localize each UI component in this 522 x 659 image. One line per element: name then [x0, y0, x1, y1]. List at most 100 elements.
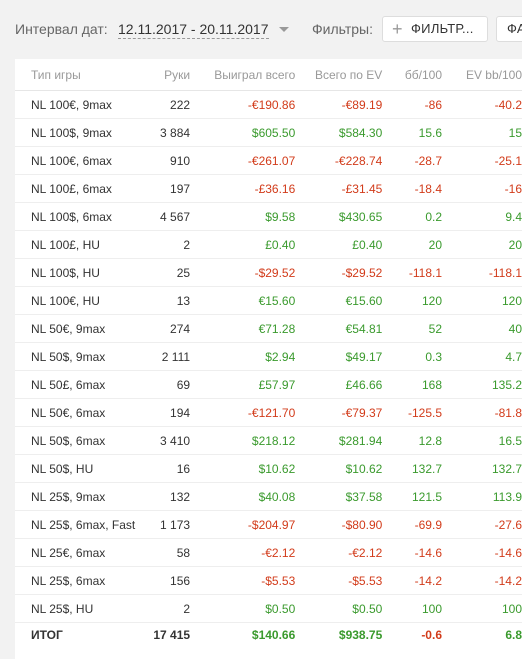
hands-cell: 274 [141, 314, 191, 343]
table-row[interactable]: NL 25$, HU 2 $0.50 $0.50 100 100 [15, 594, 522, 623]
won-total-cell: -$204.97 [190, 510, 296, 539]
bb100-cell: 0.2 [382, 202, 442, 231]
game-type-cell: NL 50€, 6max [15, 398, 142, 427]
ev-total-cell: £0.40 [295, 230, 383, 259]
ev-bb100-cell: -118.1 [442, 258, 522, 287]
hands-cell: 197 [141, 174, 191, 203]
won-total-cell: -€261.07 [190, 146, 296, 175]
bb100-cell: 100 [382, 594, 442, 623]
won-total-cell: $10.62 [190, 454, 296, 483]
total-game-type-cell: ИТОГ [31, 627, 63, 642]
table-row[interactable]: NL 25€, 6max 58 -€2.12 -€2.12 -14.6 -14.6 [15, 538, 522, 567]
table-row[interactable]: NL 25$, 9max 132 $40.08 $37.58 121.5 113.9 [15, 482, 522, 511]
table-row[interactable]: NL 50£, 6max 69 £57.97 £46.66 168 135.2 [15, 370, 522, 399]
hands-cell: 4 567 [141, 202, 191, 231]
game-type-cell: NL 100$, HU [15, 258, 142, 287]
hands-cell: 132 [141, 482, 191, 511]
ev-bb100-cell: 9.4 [442, 202, 522, 231]
total-hands-cell: 17 415 [153, 627, 191, 642]
won-total-cell: £57.97 [190, 370, 296, 399]
ev-bb100-cell: 15 [442, 118, 522, 147]
game-type-cell: NL 100$, 9max [15, 118, 142, 147]
won-total-cell: €71.28 [190, 314, 296, 343]
table-row[interactable]: NL 100€, 6max 910 -€261.07 -€228.74 -28.7 -25… [15, 146, 522, 175]
hands-cell: 156 [141, 566, 191, 595]
game-stats-table: Тип игры Руки Выиграл всего Всего по EV бб/1… [15, 59, 522, 646]
ev-total-cell: $37.58 [295, 482, 383, 511]
total-ev-total-cell: $938.75 [338, 627, 383, 642]
won-total-cell: -€190.86 [190, 90, 296, 119]
table-body: NL 100€, 9max 222 -€190.86 -€89.19 -86 -40.2 N… [15, 90, 522, 647]
bb100-cell: 0.3 [382, 342, 442, 371]
hands-cell: 69 [141, 370, 191, 399]
total-bb100-cell: -0.6 [421, 627, 442, 642]
won-total-cell: $2.94 [190, 342, 296, 371]
won-total-cell: $9.58 [190, 202, 296, 231]
total-ev-bb100-cell: 6.8 [505, 627, 522, 642]
bb100-cell: 168 [382, 370, 442, 399]
table-row[interactable]: NL 100£, HU 2 £0.40 £0.40 20 20 [15, 230, 522, 259]
col-ev-total-header[interactable]: Всего по EV [295, 59, 383, 91]
ev-bb100-cell: 20 [442, 230, 522, 259]
table-row[interactable]: NL 50€, 6max 194 -€121.70 -€79.37 -125.5 -81.… [15, 398, 522, 427]
game-type-cell: NL 50$, 9max [15, 342, 142, 371]
col-won-total-header[interactable]: Выиграл всего [190, 59, 296, 91]
ev-total-cell: $0.50 [295, 594, 383, 623]
table-row[interactable]: NL 25$, 6max, Fast 1 173 -$204.97 -$80.90 -6… [15, 510, 522, 539]
game-type-cell: NL 25€, 6max [15, 538, 142, 567]
col-bb100-header[interactable]: бб/100 [382, 59, 442, 91]
table-row[interactable]: NL 100€, HU 13 €15.60 €15.60 120 120 [15, 286, 522, 315]
ev-total-cell: $430.65 [295, 202, 383, 231]
bb100-cell: -18.4 [382, 174, 442, 203]
won-total-cell: £0.40 [190, 230, 296, 259]
table-row[interactable]: NL 50$, 6max 3 410 $218.12 $281.94 12.8 16.5 [15, 426, 522, 455]
bb100-cell: -14.6 [382, 538, 442, 567]
game-type-cell: NL 50£, 6max [15, 370, 142, 399]
bb100-cell: 121.5 [382, 482, 442, 511]
game-type-cell: NL 100€, HU [15, 286, 142, 315]
bb100-cell: -125.5 [382, 398, 442, 427]
table-row[interactable]: NL 100$, HU 25 -$29.52 -$29.52 -118.1 -118.1 [15, 258, 522, 287]
hands-cell: 58 [141, 538, 191, 567]
total-row: ИТОГ 17 415 $140.66 $938.75 -0.6 6.8 [15, 623, 522, 647]
game-type-cell: NL 25$, 6max, Fast [15, 510, 142, 539]
ev-bb100-cell: -81.8 [442, 398, 522, 427]
table-row[interactable]: NL 50€, 9max 274 €71.28 €54.81 52 40 [15, 314, 522, 343]
ev-total-cell: $584.30 [295, 118, 383, 147]
col-ev-bb100-header[interactable]: EV bb/100 [442, 59, 522, 91]
bb100-cell: -28.7 [382, 146, 442, 175]
table-row[interactable]: NL 50$, 9max 2 111 $2.94 $49.17 0.3 4.7 [15, 342, 522, 371]
date-range-selector[interactable]: 12.11.2017 - 20.11.2017 [118, 21, 269, 39]
chevron-down-icon[interactable] [279, 27, 289, 32]
ev-bb100-cell: 4.7 [442, 342, 522, 371]
table-row[interactable]: NL 100$, 6max 4 567 $9.58 $430.65 0.2 9.4 [15, 202, 522, 231]
add-filter-button[interactable]: + ФИЛЬТР... [382, 16, 488, 42]
ev-total-cell: -$5.53 [295, 566, 383, 595]
table-row[interactable]: NL 50$, HU 16 $10.62 $10.62 132.7 132.7 [15, 454, 522, 483]
won-total-cell: $605.50 [190, 118, 296, 147]
hands-cell: 3 410 [141, 426, 191, 455]
filters-label: Фильтры: [312, 21, 373, 37]
ev-bb100-cell: -14.6 [442, 538, 522, 567]
table-row[interactable]: NL 100€, 9max 222 -€190.86 -€89.19 -86 -40.2 [15, 90, 522, 119]
table-row[interactable]: NL 100$, 9max 3 884 $605.50 $584.30 15.6 15 [15, 118, 522, 147]
bb100-cell: 20 [382, 230, 442, 259]
stats-panel: Тип игры Руки Выиграл всего Всего по EV бб/1… [15, 59, 522, 659]
hands-cell: 16 [141, 454, 191, 483]
ev-total-cell: -€89.19 [295, 90, 383, 119]
table-row[interactable]: NL 100£, 6max 197 -£36.16 -£31.45 -18.4 -16 [15, 174, 522, 203]
hands-cell: 910 [141, 146, 191, 175]
hands-cell: 2 111 [141, 342, 191, 371]
won-total-cell: -€121.70 [190, 398, 296, 427]
won-total-cell: $218.12 [190, 426, 296, 455]
ev-total-cell: €15.60 [295, 286, 383, 315]
bb100-cell: -69.9 [382, 510, 442, 539]
col-game-type-header[interactable]: Тип игры [15, 59, 142, 91]
won-total-cell: -£36.16 [190, 174, 296, 203]
ev-total-cell: €54.81 [295, 314, 383, 343]
col-hands-header[interactable]: Руки [141, 59, 191, 91]
bb100-cell: 120 [382, 286, 442, 315]
table-row[interactable]: NL 25$, 6max 156 -$5.53 -$5.53 -14.2 -14.2 [15, 566, 522, 595]
ev-bb100-cell: -27.6 [442, 510, 522, 539]
second-filter-button[interactable]: ФА [496, 16, 522, 42]
